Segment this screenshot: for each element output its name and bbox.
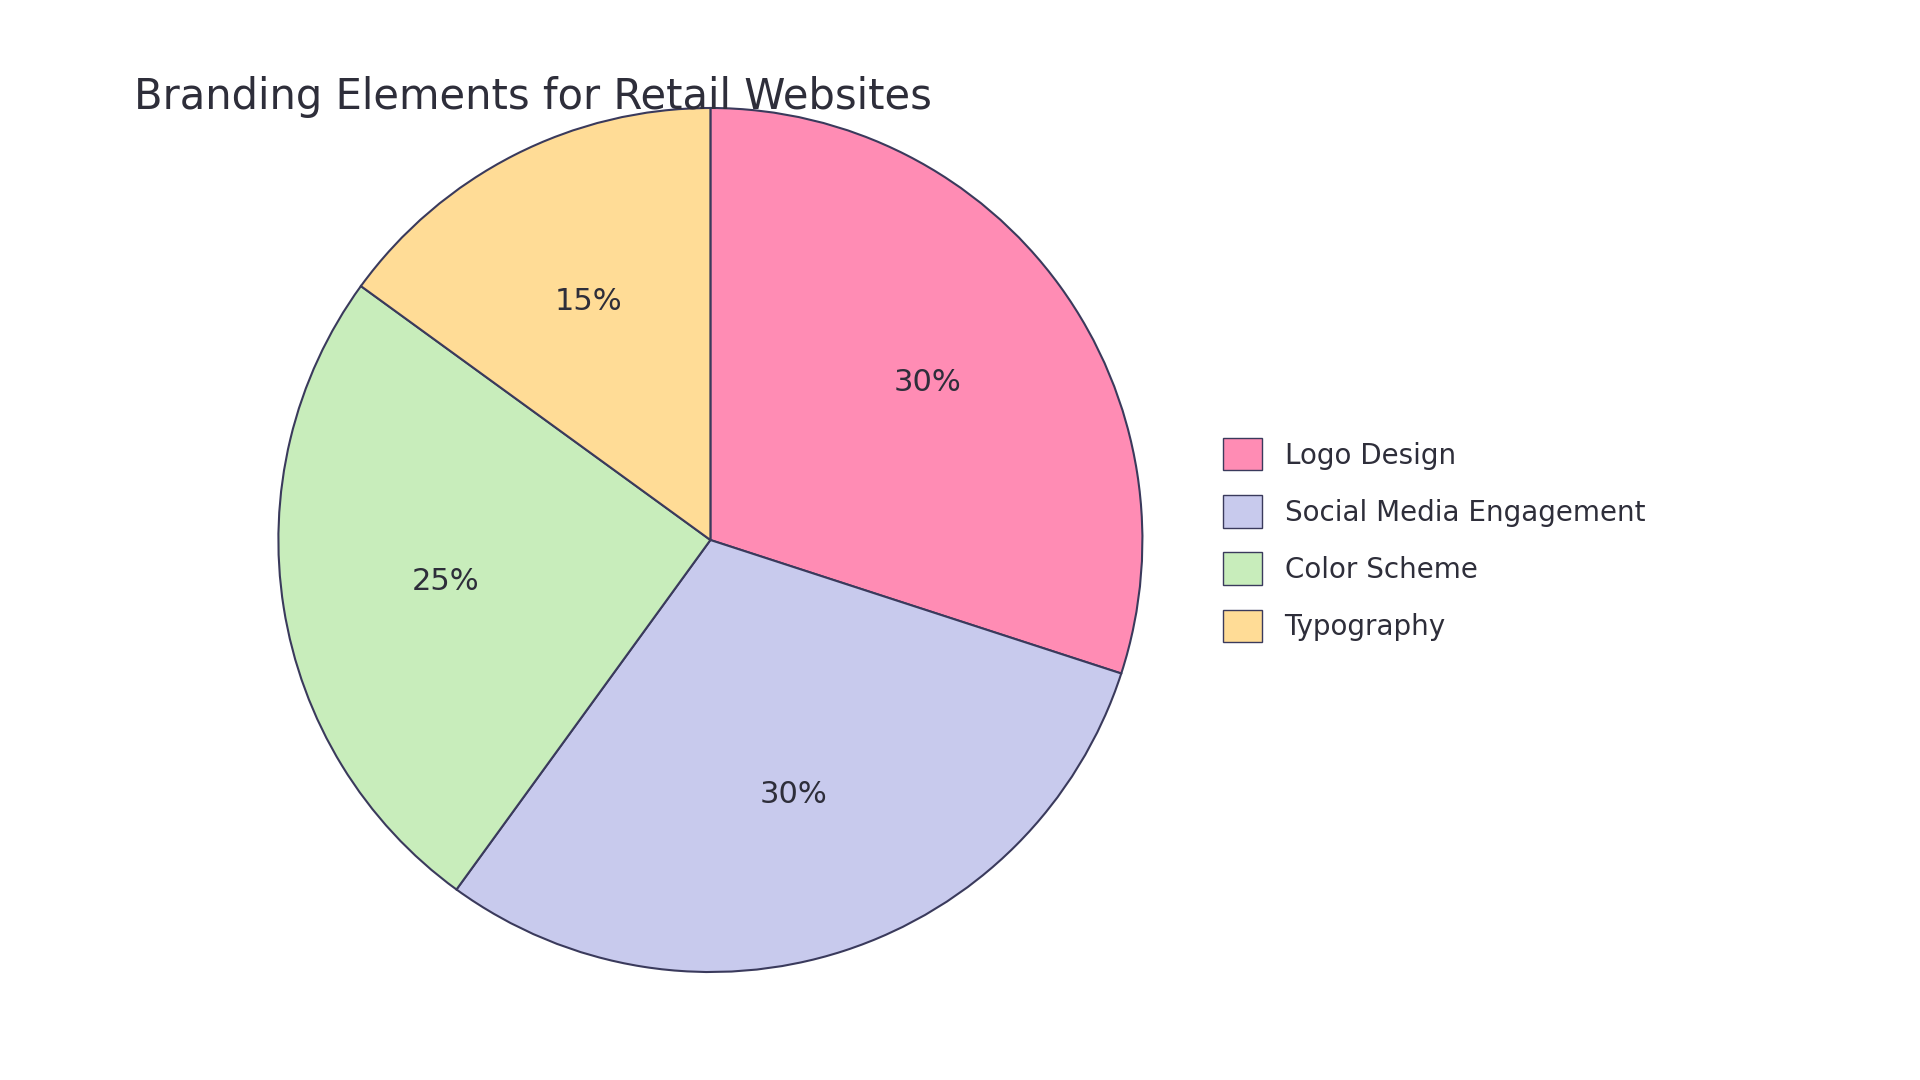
Legend: Logo Design, Social Media Engagement, Color Scheme, Typography: Logo Design, Social Media Engagement, Co… [1223, 438, 1645, 642]
Text: 25%: 25% [413, 567, 480, 596]
Wedge shape [361, 108, 710, 540]
Text: 30%: 30% [758, 780, 828, 809]
Text: 15%: 15% [555, 287, 622, 315]
Text: 30%: 30% [893, 368, 962, 397]
Wedge shape [457, 540, 1121, 972]
Wedge shape [278, 286, 710, 890]
Wedge shape [710, 108, 1142, 674]
Text: Branding Elements for Retail Websites: Branding Elements for Retail Websites [134, 76, 933, 118]
